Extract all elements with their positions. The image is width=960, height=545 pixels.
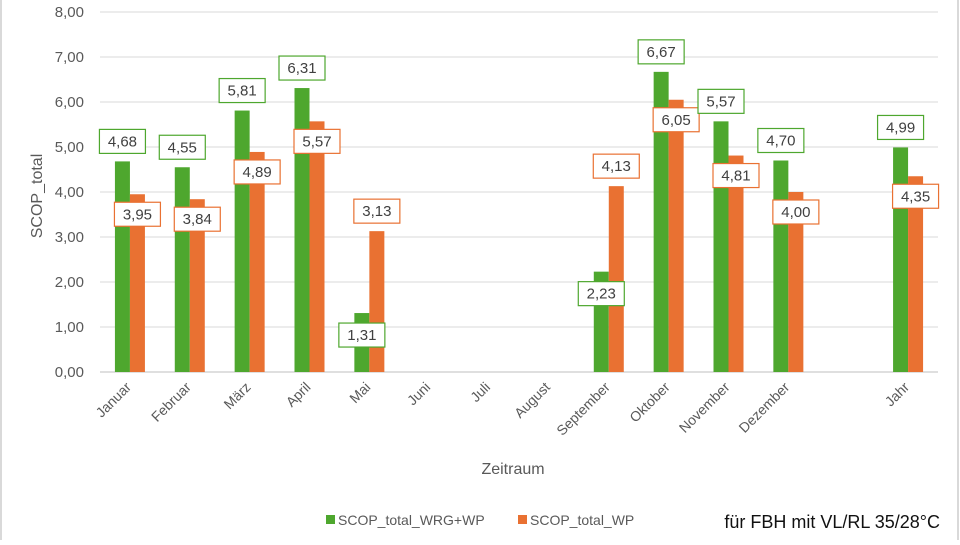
data-label-box bbox=[712, 162, 760, 189]
data-label-box bbox=[353, 198, 401, 224]
data-label-box bbox=[158, 134, 206, 160]
x-tick-label: Juni bbox=[404, 379, 433, 408]
bar-wrg-wp bbox=[713, 121, 729, 372]
data-label-box bbox=[218, 77, 266, 104]
bar-wrg-wp bbox=[174, 167, 190, 372]
data-label-box bbox=[697, 88, 745, 114]
data-label-box bbox=[772, 199, 820, 225]
y-tick-label: 6,00 bbox=[55, 94, 84, 111]
data-label-box bbox=[173, 206, 221, 232]
data-label: 4,00 bbox=[781, 204, 810, 221]
legend-label: SCOP_total_WRG+WP bbox=[338, 512, 485, 528]
data-label-box bbox=[113, 201, 162, 227]
data-label: 6,05 bbox=[662, 112, 691, 129]
y-tick-label: 2,00 bbox=[55, 274, 84, 291]
legend-swatch-wp bbox=[518, 515, 527, 524]
bar-wp bbox=[309, 121, 325, 372]
x-tick-label: Februar bbox=[148, 379, 194, 425]
data-label-box bbox=[652, 107, 700, 133]
data-label-box bbox=[338, 322, 386, 348]
data-label-box bbox=[876, 114, 925, 141]
data-label: 5,81 bbox=[228, 83, 257, 100]
y-tick-label: 3,00 bbox=[55, 229, 84, 246]
data-label: 4,99 bbox=[886, 119, 915, 136]
data-label-box bbox=[757, 127, 805, 154]
x-axis-title: Zeitraum bbox=[481, 461, 544, 478]
x-tick-label: November bbox=[676, 379, 733, 436]
data-label: 4,68 bbox=[108, 133, 137, 150]
gridlines bbox=[100, 11, 938, 373]
data-label: 5,57 bbox=[706, 93, 735, 110]
bar-wp bbox=[788, 192, 804, 372]
y-tick-label: 7,00 bbox=[55, 49, 84, 66]
bar-wrg-wp bbox=[893, 147, 909, 372]
y-tick-label: 1,00 bbox=[55, 319, 84, 336]
bar-wrg-wp bbox=[114, 161, 130, 372]
bar-wrg-wp bbox=[773, 160, 789, 372]
annotation-note: für FBH mit VL/RL 35/28°C bbox=[724, 512, 940, 532]
data-label-box bbox=[98, 128, 147, 154]
data-label: 4,89 bbox=[243, 164, 272, 181]
data-label: 5,57 bbox=[302, 133, 331, 150]
bar-wp bbox=[728, 155, 744, 372]
data-label: 2,23 bbox=[587, 286, 616, 303]
bar-wp bbox=[608, 186, 624, 372]
data-label-box bbox=[278, 55, 326, 81]
data-label-box bbox=[233, 159, 281, 185]
data-label: 3,84 bbox=[183, 211, 212, 228]
data-label: 4,70 bbox=[766, 133, 795, 150]
data-label: 3,95 bbox=[123, 206, 152, 223]
data-label: 6,31 bbox=[287, 60, 316, 77]
data-label: 6,67 bbox=[647, 44, 676, 61]
left-border bbox=[0, 0, 2, 540]
y-axis-ticks: 0,00 1,00 2,00 3,00 4,00 5,00 6,00 7,00 8,00 bbox=[55, 4, 84, 381]
x-tick-label: August bbox=[511, 379, 553, 421]
y-tick-label: 0,00 bbox=[55, 364, 84, 381]
x-tick-label: September bbox=[553, 379, 613, 439]
y-tick-label: 4,00 bbox=[55, 184, 84, 201]
data-label-box bbox=[577, 281, 625, 307]
bar-wrg-wp bbox=[653, 71, 669, 372]
data-label: 1,31 bbox=[347, 327, 376, 344]
bar-wp bbox=[908, 176, 924, 372]
y-axis-title: SCOP_total bbox=[29, 154, 46, 238]
x-tick-label: Januar bbox=[92, 379, 134, 421]
x-tick-label: März bbox=[220, 379, 253, 412]
bar-wp bbox=[668, 99, 684, 372]
data-label-box bbox=[293, 128, 341, 154]
bar-wp bbox=[369, 231, 385, 372]
bar-wrg-wp bbox=[294, 88, 310, 373]
data-label: 4,35 bbox=[901, 188, 930, 205]
x-axis-ticks: Januar Februar März April Mai Juni Juli August S… bbox=[92, 379, 912, 439]
data-label-box bbox=[891, 183, 940, 209]
y-tick-label: 8,00 bbox=[55, 4, 84, 21]
legend-swatch-wrg-wp bbox=[326, 515, 335, 524]
x-tick-label: Dezember bbox=[735, 379, 792, 436]
x-tick-label: Juli bbox=[467, 379, 493, 405]
data-label: 3,13 bbox=[362, 203, 391, 220]
data-label-box bbox=[637, 39, 685, 65]
x-tick-label: April bbox=[282, 379, 313, 410]
data-label: 4,55 bbox=[168, 139, 197, 156]
x-tick-label: Jahr bbox=[882, 379, 913, 410]
bar-wp bbox=[129, 194, 145, 372]
x-tick-label: Mai bbox=[346, 379, 373, 406]
x-tick-label: Oktober bbox=[626, 379, 673, 426]
y-tick-label: 5,00 bbox=[55, 139, 84, 156]
data-label-box bbox=[592, 153, 640, 179]
data-labels: 4,68 3,95 4,55 3,84 5,81 4,89 6,31 5,57 1,31 3,13… bbox=[98, 39, 940, 348]
bar-wrg-wp bbox=[234, 110, 250, 373]
legend: SCOP_total_WRG+WP SCOP_total_WP bbox=[326, 512, 634, 528]
data-label: 4,13 bbox=[602, 158, 631, 175]
right-border bbox=[957, 0, 959, 540]
bar-wp bbox=[249, 151, 265, 372]
legend-label: SCOP_total_WP bbox=[530, 512, 634, 528]
data-label: 4,81 bbox=[721, 168, 750, 185]
bar-wp bbox=[189, 199, 205, 372]
